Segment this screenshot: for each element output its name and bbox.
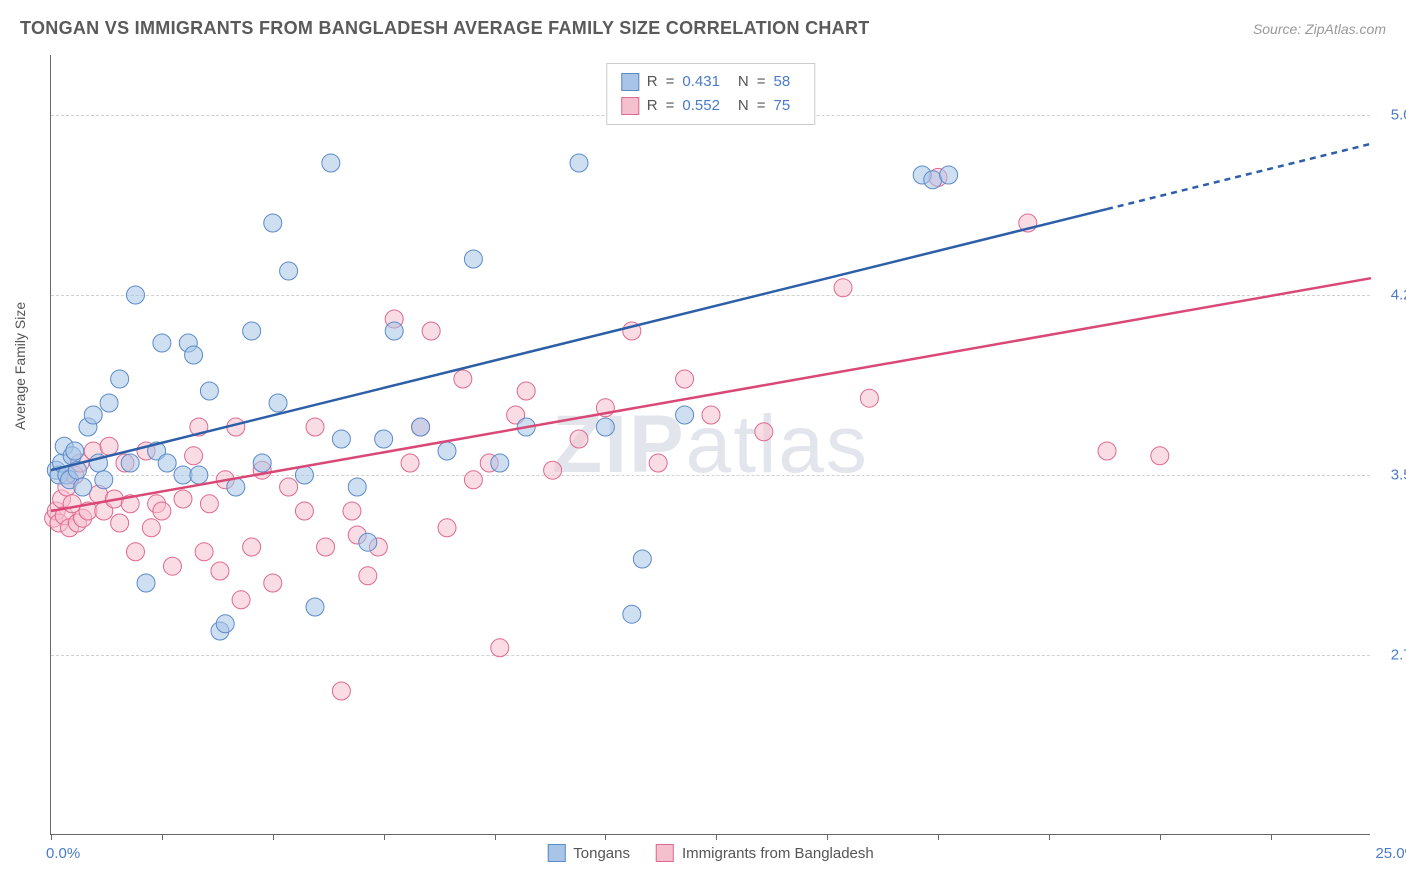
x-axis-min-label: 0.0% [46,845,80,862]
stats-row-bangladesh: R = 0.552 N = 75 [621,94,800,118]
chart-plot-area: ZIPatlas 2.753.504.255.00 R = 0.431 N = … [50,55,1370,835]
series-tongans-points [47,154,957,640]
y-tick-label: 5.00 [1378,107,1406,124]
swatch-bangladesh [621,97,639,115]
chart-header: TONGAN VS IMMIGRANTS FROM BANGLADESH AVE… [20,18,1386,39]
legend-label-tongans: Tongans [573,845,630,862]
bottom-legend: Tongans Immigrants from Bangladesh [547,844,873,862]
legend-label-bangladesh: Immigrants from Bangladesh [682,845,874,862]
swatch-bangladesh-icon [656,844,674,862]
scatter-plot-svg [51,55,1370,834]
source-attribution: Source: ZipAtlas.com [1253,21,1386,37]
chart-title: TONGAN VS IMMIGRANTS FROM BANGLADESH AVE… [20,18,870,39]
y-tick-label: 2.75 [1378,647,1406,664]
y-tick-label: 3.50 [1378,467,1406,484]
swatch-tongans [621,73,639,91]
swatch-tongans-icon [547,844,565,862]
legend-item-tongans: Tongans [547,844,630,862]
y-axis-label: Average Family Size [12,302,28,430]
correlation-stats-box: R = 0.431 N = 58 R = 0.552 N = 75 [606,63,815,125]
legend-item-bangladesh: Immigrants from Bangladesh [656,844,874,862]
x-axis-max-label: 25.0% [1375,845,1406,862]
stats-row-tongans: R = 0.431 N = 58 [621,70,800,94]
y-tick-label: 4.25 [1378,287,1406,304]
